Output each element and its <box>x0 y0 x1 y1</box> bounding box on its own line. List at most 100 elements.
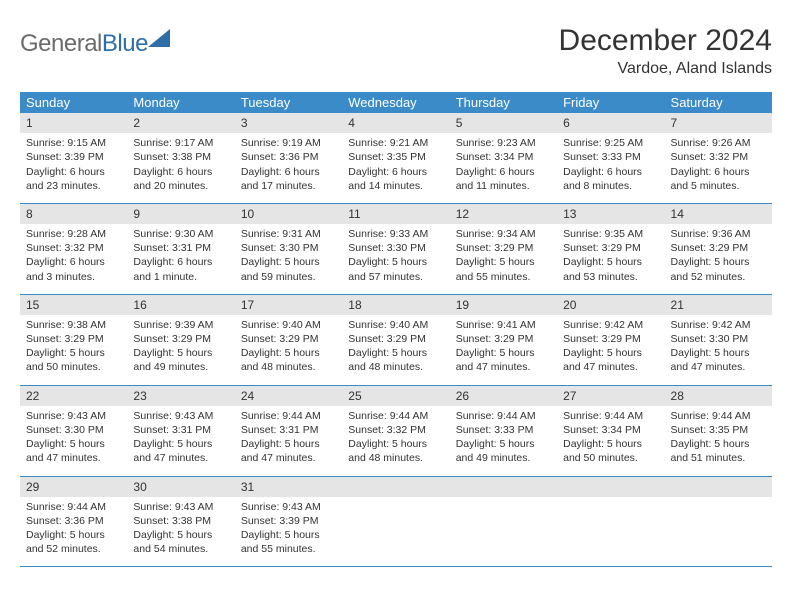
sunrise-text: Sunrise: 9:43 AM <box>133 500 228 514</box>
calendar-cell: 30Sunrise: 9:43 AMSunset: 3:38 PMDayligh… <box>127 476 234 567</box>
calendar-cell: 26Sunrise: 9:44 AMSunset: 3:33 PMDayligh… <box>450 385 557 476</box>
calendar-cell: 13Sunrise: 9:35 AMSunset: 3:29 PMDayligh… <box>557 203 664 294</box>
daylight-text: Daylight: 5 hours and 48 minutes. <box>241 346 336 374</box>
daylight-text: Daylight: 5 hours and 49 minutes. <box>133 346 228 374</box>
calendar-table: Sunday Monday Tuesday Wednesday Thursday… <box>20 92 772 567</box>
sunset-text: Sunset: 3:32 PM <box>671 150 766 164</box>
sunrise-text: Sunrise: 9:44 AM <box>563 409 658 423</box>
sunset-text: Sunset: 3:38 PM <box>133 150 228 164</box>
daylight-text: Daylight: 5 hours and 59 minutes. <box>241 255 336 283</box>
sunset-text: Sunset: 3:35 PM <box>671 423 766 437</box>
sunrise-text: Sunrise: 9:30 AM <box>133 227 228 241</box>
weekday-header: Saturday <box>665 92 772 113</box>
day-body: Sunrise: 9:44 AMSunset: 3:35 PMDaylight:… <box>665 406 772 476</box>
daylight-text: Daylight: 5 hours and 47 minutes. <box>563 346 658 374</box>
sunset-text: Sunset: 3:32 PM <box>348 423 443 437</box>
daylight-text: Daylight: 5 hours and 51 minutes. <box>671 437 766 465</box>
daylight-text: Daylight: 6 hours and 20 minutes. <box>133 165 228 193</box>
calendar-cell: 29Sunrise: 9:44 AMSunset: 3:36 PMDayligh… <box>20 476 127 567</box>
calendar-cell: 2Sunrise: 9:17 AMSunset: 3:38 PMDaylight… <box>127 113 234 203</box>
location: Vardoe, Aland Islands <box>559 60 772 78</box>
calendar-row: 29Sunrise: 9:44 AMSunset: 3:36 PMDayligh… <box>20 476 772 567</box>
day-number: . <box>557 477 664 497</box>
calendar-cell: . <box>450 476 557 567</box>
day-body: Sunrise: 9:44 AMSunset: 3:36 PMDaylight:… <box>20 497 127 567</box>
day-number: . <box>665 477 772 497</box>
weekday-header: Tuesday <box>235 92 342 113</box>
sunrise-text: Sunrise: 9:26 AM <box>671 136 766 150</box>
calendar-cell: 7Sunrise: 9:26 AMSunset: 3:32 PMDaylight… <box>665 113 772 203</box>
sunrise-text: Sunrise: 9:19 AM <box>241 136 336 150</box>
day-number: 11 <box>342 204 449 224</box>
calendar-cell: . <box>342 476 449 567</box>
calendar-cell: 1Sunrise: 9:15 AMSunset: 3:39 PMDaylight… <box>20 113 127 203</box>
weekday-header: Monday <box>127 92 234 113</box>
sunrise-text: Sunrise: 9:33 AM <box>348 227 443 241</box>
sunset-text: Sunset: 3:39 PM <box>241 514 336 528</box>
daylight-text: Daylight: 6 hours and 3 minutes. <box>26 255 121 283</box>
day-body: Sunrise: 9:44 AMSunset: 3:31 PMDaylight:… <box>235 406 342 476</box>
day-number: . <box>450 477 557 497</box>
daylight-text: Daylight: 5 hours and 50 minutes. <box>26 346 121 374</box>
day-number: 24 <box>235 386 342 406</box>
title-block: December 2024 Vardoe, Aland Islands <box>559 24 772 78</box>
daylight-text: Daylight: 5 hours and 47 minutes. <box>133 437 228 465</box>
day-body: Sunrise: 9:30 AMSunset: 3:31 PMDaylight:… <box>127 224 234 294</box>
sunset-text: Sunset: 3:31 PM <box>241 423 336 437</box>
calendar-cell: 18Sunrise: 9:40 AMSunset: 3:29 PMDayligh… <box>342 294 449 385</box>
calendar-cell: 11 Sunrise: 9:33 AMSunset: 3:30 PMDayligh… <box>342 203 449 294</box>
day-body: Sunrise: 9:43 AMSunset: 3:31 PMDaylight:… <box>127 406 234 476</box>
sunrise-text: Sunrise: 9:44 AM <box>671 409 766 423</box>
sunset-text: Sunset: 3:29 PM <box>563 332 658 346</box>
day-number: 21 <box>665 295 772 315</box>
calendar-cell: 12Sunrise: 9:34 AMSunset: 3:29 PMDayligh… <box>450 203 557 294</box>
sunrise-text: Sunrise: 9:17 AM <box>133 136 228 150</box>
day-body: Sunrise: 9:36 AMSunset: 3:29 PMDaylight:… <box>665 224 772 294</box>
sunset-text: Sunset: 3:31 PM <box>133 423 228 437</box>
daylight-text: Daylight: 6 hours and 17 minutes. <box>241 165 336 193</box>
sunset-text: Sunset: 3:34 PM <box>563 423 658 437</box>
month-title: December 2024 <box>559 24 772 58</box>
day-body: Sunrise: 9:42 AMSunset: 3:30 PMDaylight:… <box>665 315 772 385</box>
daylight-text: Daylight: 5 hours and 47 minutes. <box>671 346 766 374</box>
sunrise-text: Sunrise: 9:21 AM <box>348 136 443 150</box>
calendar-cell: 4Sunrise: 9:21 AMSunset: 3:35 PMDaylight… <box>342 113 449 203</box>
day-number: 25 <box>342 386 449 406</box>
day-body: Sunrise: 9:19 AMSunset: 3:36 PMDaylight:… <box>235 133 342 203</box>
calendar-cell: 10Sunrise: 9:31 AMSunset: 3:30 PMDayligh… <box>235 203 342 294</box>
day-body: Sunrise: 9:42 AMSunset: 3:29 PMDaylight:… <box>557 315 664 385</box>
day-body: Sunrise: 9:23 AMSunset: 3:34 PMDaylight:… <box>450 133 557 203</box>
sunset-text: Sunset: 3:36 PM <box>241 150 336 164</box>
calendar-cell: 25Sunrise: 9:44 AMSunset: 3:32 PMDayligh… <box>342 385 449 476</box>
day-body: Sunrise: 9:41 AMSunset: 3:29 PMDaylight:… <box>450 315 557 385</box>
day-body: Sunrise: 9:44 AMSunset: 3:33 PMDaylight:… <box>450 406 557 476</box>
sunset-text: Sunset: 3:30 PM <box>348 241 443 255</box>
sunset-text: Sunset: 3:36 PM <box>26 514 121 528</box>
day-body: Sunrise: 9:34 AMSunset: 3:29 PMDaylight:… <box>450 224 557 294</box>
calendar-cell: 3Sunrise: 9:19 AMSunset: 3:36 PMDaylight… <box>235 113 342 203</box>
sunrise-text: Sunrise: 9:25 AM <box>563 136 658 150</box>
sunset-text: Sunset: 3:29 PM <box>348 332 443 346</box>
daylight-text: Daylight: 5 hours and 57 minutes. <box>348 255 443 283</box>
daylight-text: Daylight: 5 hours and 47 minutes. <box>26 437 121 465</box>
sunset-text: Sunset: 3:34 PM <box>456 150 551 164</box>
sunrise-text: Sunrise: 9:43 AM <box>26 409 121 423</box>
sunset-text: Sunset: 3:29 PM <box>456 332 551 346</box>
logo-text: GeneralBlue <box>20 30 148 58</box>
day-number: 23 <box>127 386 234 406</box>
day-body: Sunrise: 9:15 AMSunset: 3:39 PMDaylight:… <box>20 133 127 203</box>
weekday-header: Sunday <box>20 92 127 113</box>
calendar-cell: 8Sunrise: 9:28 AMSunset: 3:32 PMDaylight… <box>20 203 127 294</box>
day-number: 16 <box>127 295 234 315</box>
day-number: 1 <box>20 113 127 133</box>
sunrise-text: Sunrise: 9:15 AM <box>26 136 121 150</box>
sunset-text: Sunset: 3:29 PM <box>563 241 658 255</box>
calendar-cell: 20Sunrise: 9:42 AMSunset: 3:29 PMDayligh… <box>557 294 664 385</box>
sunrise-text: Sunrise: 9:42 AM <box>563 318 658 332</box>
sunrise-text: Sunrise: 9:23 AM <box>456 136 551 150</box>
sunrise-text: Sunrise: 9:44 AM <box>26 500 121 514</box>
daylight-text: Daylight: 5 hours and 47 minutes. <box>456 346 551 374</box>
calendar-cell: 23Sunrise: 9:43 AMSunset: 3:31 PMDayligh… <box>127 385 234 476</box>
daylight-text: Daylight: 6 hours and 1 minute. <box>133 255 228 283</box>
day-body: Sunrise: 9:21 AMSunset: 3:35 PMDaylight:… <box>342 133 449 203</box>
